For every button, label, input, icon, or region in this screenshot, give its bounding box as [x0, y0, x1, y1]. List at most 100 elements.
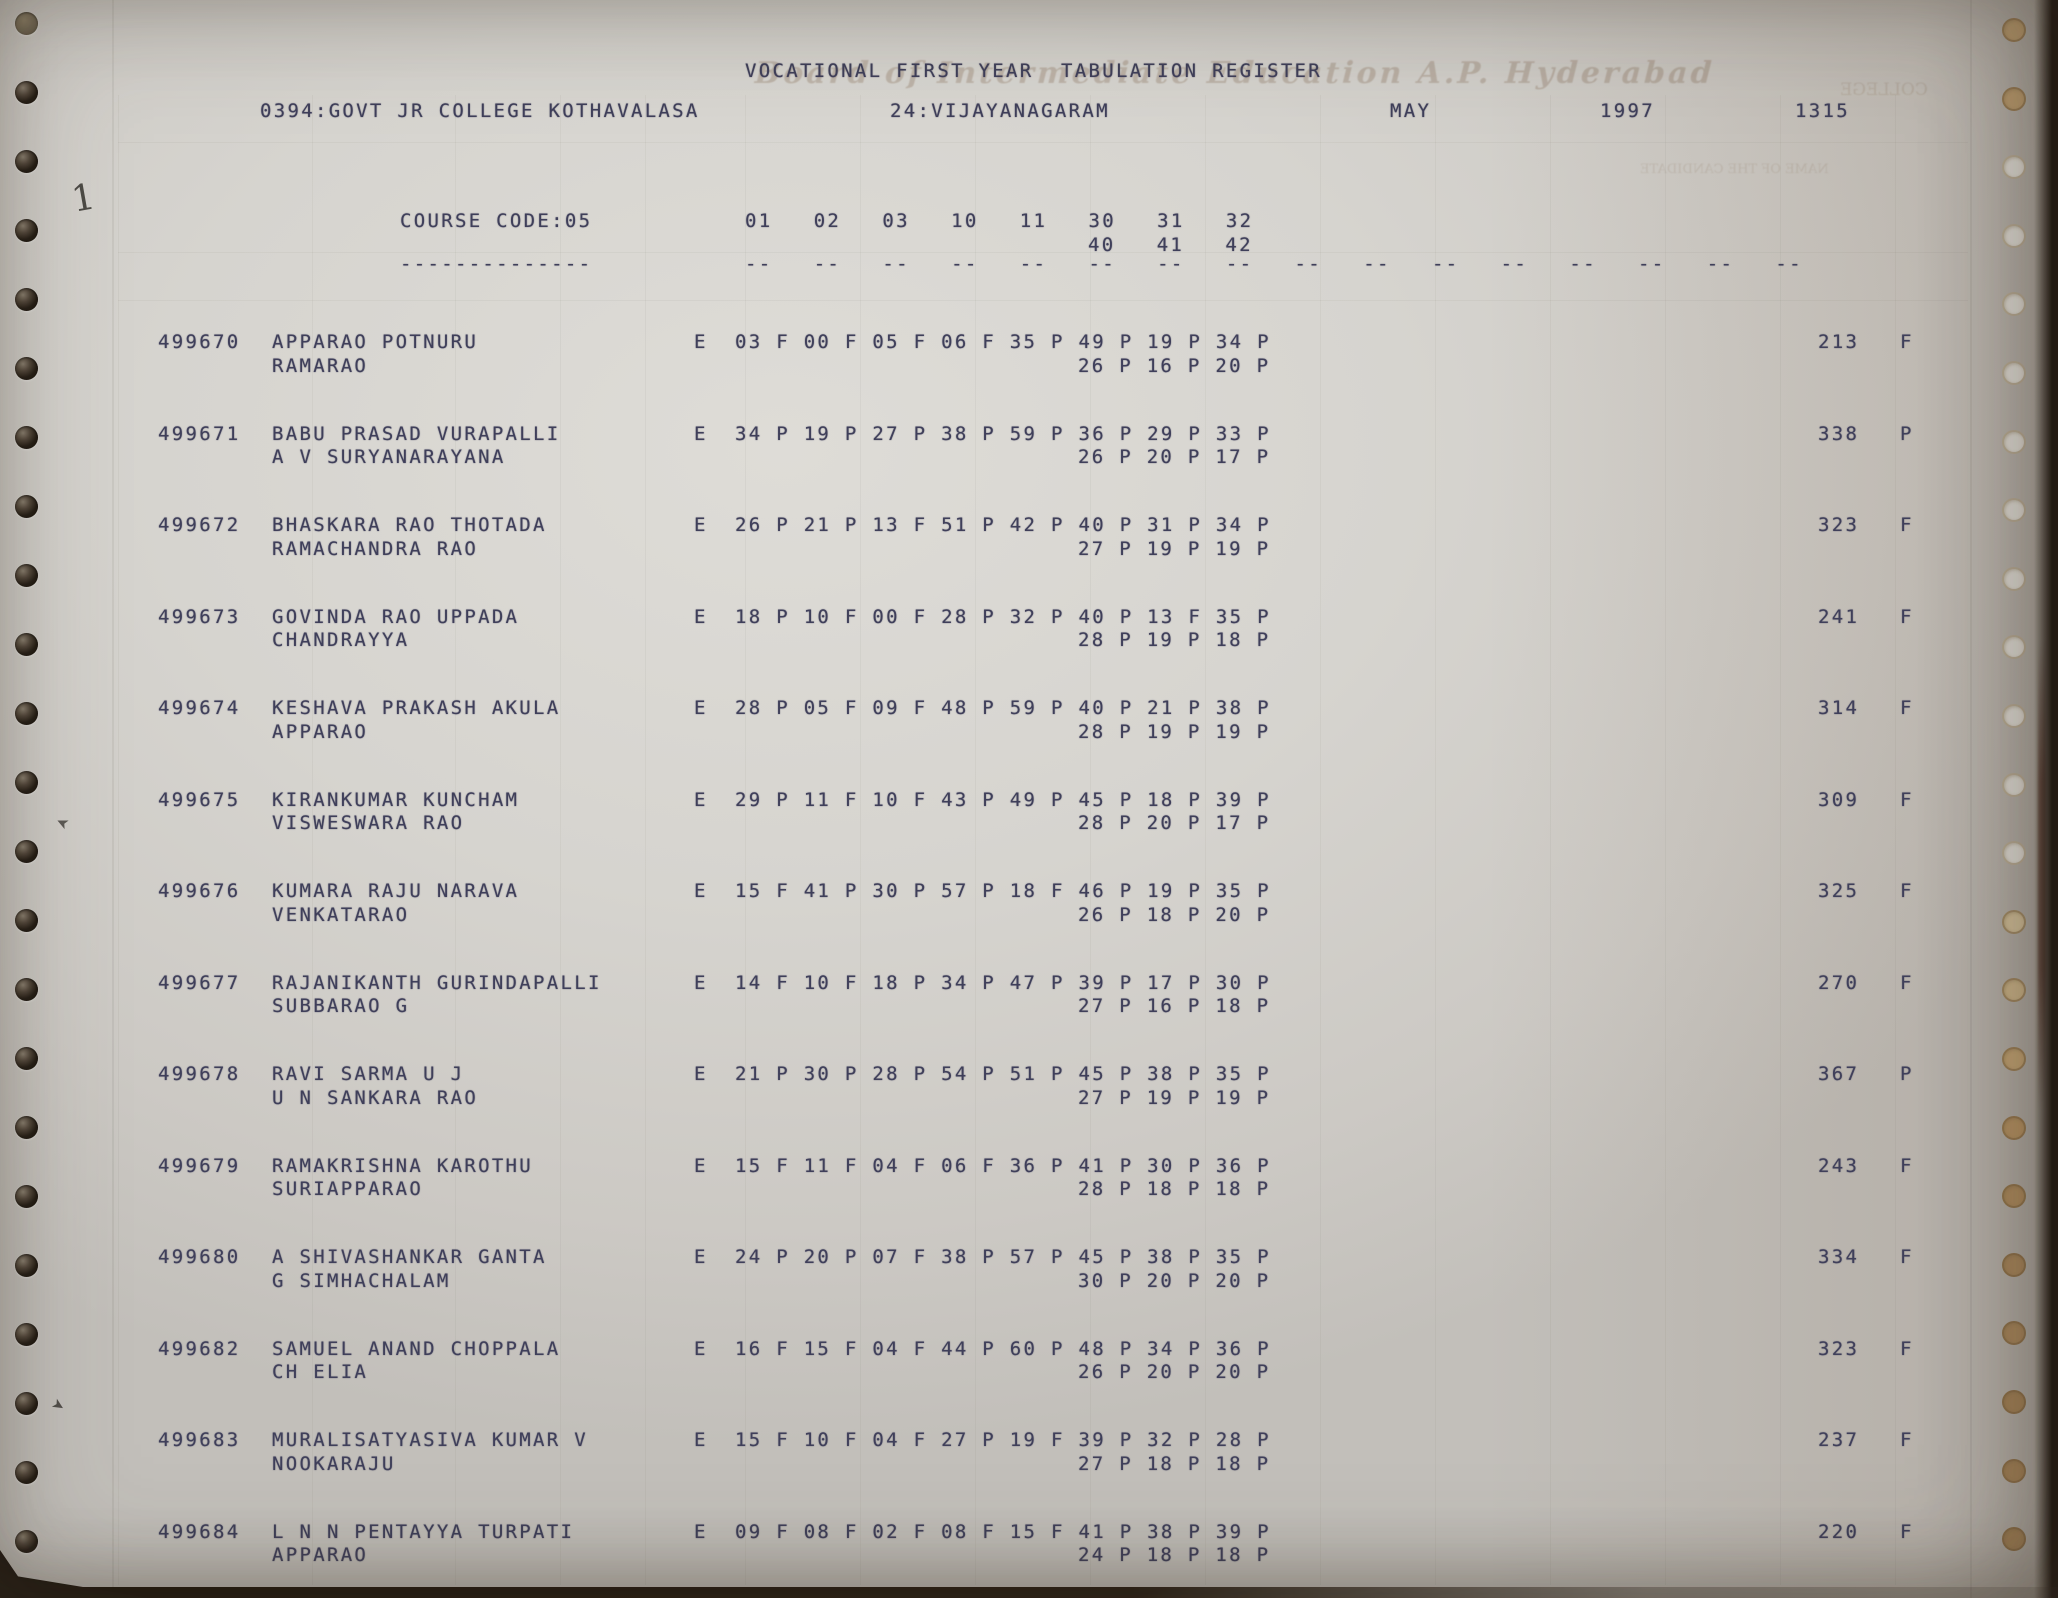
- medium-flag: E: [694, 880, 708, 902]
- total-marks: 314: [1818, 697, 1860, 719]
- bleed-gridline-v: [1435, 95, 1436, 1585]
- punch-hole-left: [15, 1392, 38, 1415]
- marks-line1: 26 P 21 P 13 F 51 P 42 P 40 P 31 P 34 P: [735, 514, 1271, 536]
- result-flag: F: [1900, 331, 1914, 353]
- result-flag: F: [1900, 1429, 1914, 1451]
- result-flag: F: [1900, 880, 1914, 902]
- punch-hole-right: [2002, 1321, 2026, 1346]
- reg-number: 499680: [158, 1246, 241, 1268]
- candidate-name: KESHAVA PRAKASH AKULA: [272, 697, 561, 719]
- candidate-name: RAJANIKANTH GURINDAPALLI: [272, 971, 602, 994]
- parent-name: APPARAO: [272, 1544, 369, 1566]
- medium-flag: E: [694, 1063, 708, 1085]
- marks-line1: 09 F 08 F 02 F 08 F 15 F 41 P 38 P 39 P: [735, 1520, 1271, 1543]
- punch-hole-right: [2002, 18, 2026, 42]
- ghost-college-label: COLLEGE: [1840, 80, 1928, 100]
- reg-number: 499682: [158, 1337, 241, 1360]
- punch-hole-left: [15, 702, 38, 725]
- marks-line1: 29 P 11 F 10 F 43 P 49 P 45 P 18 P 39 P: [735, 788, 1271, 811]
- marks-line1: 15 F 41 P 30 P 57 P 18 F 46 P 19 P 35 P: [735, 880, 1271, 902]
- punch-hole-left: [15, 1530, 38, 1553]
- punch-hole-left: [15, 426, 38, 449]
- bleed-gridline-v: [860, 95, 861, 1585]
- result-flag: F: [1900, 1154, 1914, 1177]
- medium-flag: E: [694, 1246, 708, 1268]
- candidate-name: RAVI SARMA U J: [272, 1063, 465, 1085]
- reg-number: 499684: [158, 1520, 241, 1543]
- punch-hole-right: [2002, 361, 2026, 385]
- reg-number: 499679: [158, 1154, 241, 1177]
- subject-columns-row1: 01 02 03 10 11 30 31 32: [745, 210, 1254, 232]
- total-marks: 213: [1818, 331, 1860, 353]
- punch-hole-right: [2002, 566, 2026, 591]
- candidate-name: BABU PRASAD VURAPALLI: [272, 422, 561, 445]
- total-marks: 243: [1818, 1154, 1860, 1177]
- punch-hole-right: [2002, 978, 2026, 1003]
- total-marks: 367: [1818, 1063, 1860, 1085]
- college-code-name: 0394:GOVT JR COLLEGE KOTHAVALASA: [260, 100, 700, 122]
- scan-edge-right: [2034, 0, 2058, 1598]
- marks-line1: 18 P 10 F 00 F 28 P 32 P 40 P 13 F 35 P: [735, 605, 1271, 628]
- perforation-crease-left: [112, 0, 114, 1598]
- total-marks: 323: [1818, 514, 1860, 536]
- reg-number: 499678: [158, 1063, 241, 1085]
- punch-hole-right: [2002, 1047, 2026, 1071]
- marks-line1: 16 F 15 F 04 F 44 P 60 P 48 P 34 P 36 P: [735, 1337, 1271, 1360]
- punch-hole-right: [2002, 292, 2026, 317]
- result-flag: F: [1900, 605, 1914, 628]
- result-flag: P: [1900, 1063, 1914, 1085]
- result-flag: F: [1900, 971, 1914, 994]
- medium-flag: E: [694, 697, 708, 719]
- medium-flag: E: [694, 605, 708, 628]
- course-code-label: COURSE CODE:05: [400, 210, 593, 232]
- candidate-name: BHASKARA RAO THOTADA: [272, 514, 547, 536]
- punch-hole-left: [15, 978, 38, 1001]
- marks-line2: 30 P 20 P 20 P: [1078, 1269, 1271, 1292]
- marks-line2: 28 P 19 P 19 P: [1078, 720, 1271, 743]
- punch-hole-right: [2002, 223, 2026, 248]
- bleed-gridline-v: [1320, 95, 1321, 1585]
- candidate-name: SAMUEL ANAND CHOPPALA: [272, 1337, 561, 1360]
- reg-number: 499674: [158, 697, 241, 719]
- bleed-gridline-v: [560, 95, 561, 1585]
- punch-hole-right: [2002, 429, 2026, 454]
- subject-columns-row2: 40 41 42: [1088, 234, 1253, 256]
- bleed-gridline-v: [1550, 95, 1551, 1585]
- marks-line2: 24 P 18 P 18 P: [1078, 1544, 1271, 1566]
- punch-hole-left: [15, 495, 38, 518]
- perforation-crease-right: [1970, 0, 1972, 1598]
- marks-line1: 15 F 10 F 04 F 27 P 19 F 39 P 32 P 28 P: [735, 1429, 1271, 1451]
- total-marks: 241: [1818, 605, 1860, 628]
- punch-hole-left: [15, 150, 38, 173]
- marks-line2: 28 P 19 P 18 P: [1078, 629, 1271, 651]
- total-marks: 325: [1818, 880, 1860, 902]
- bleed-gridline-v: [455, 95, 456, 1585]
- punch-hole-right: [2002, 1252, 2026, 1277]
- reg-number: 499677: [158, 971, 241, 994]
- punch-hole-left: [15, 564, 38, 587]
- parent-name: SUBBARAO G: [272, 995, 410, 1017]
- result-flag: F: [1900, 514, 1914, 536]
- result-flag: F: [1900, 697, 1914, 719]
- punch-hole-right: [2002, 86, 2026, 111]
- bleed-gridline-v: [1090, 95, 1091, 1585]
- candidate-name: GOVINDA RAO UPPADA: [272, 605, 520, 628]
- parent-name: U N SANKARA RAO: [272, 1086, 479, 1109]
- punch-hole-left: [15, 1116, 38, 1139]
- marks-line1: 03 F 00 F 05 F 06 F 35 P 49 P 19 P 34 P: [735, 331, 1271, 353]
- punch-hole-left: [15, 81, 38, 104]
- medium-flag: E: [694, 331, 708, 353]
- scan-edge-bottom: [0, 1587, 2058, 1598]
- marks-line2: 28 P 18 P 18 P: [1078, 1178, 1271, 1200]
- reg-number: 499672: [158, 514, 241, 536]
- handwritten-numeral-mark: 1: [68, 176, 99, 221]
- total-marks: 323: [1818, 1337, 1860, 1360]
- bleed-gridline-v: [1205, 95, 1206, 1585]
- bleed-gridline-v: [645, 95, 646, 1585]
- punch-hole-left: [15, 633, 38, 656]
- punch-hole-left: [15, 219, 38, 242]
- punch-hole-right: [2002, 1390, 2026, 1414]
- punch-hole-left: [15, 12, 38, 35]
- bleed-gridline-v: [312, 95, 313, 1585]
